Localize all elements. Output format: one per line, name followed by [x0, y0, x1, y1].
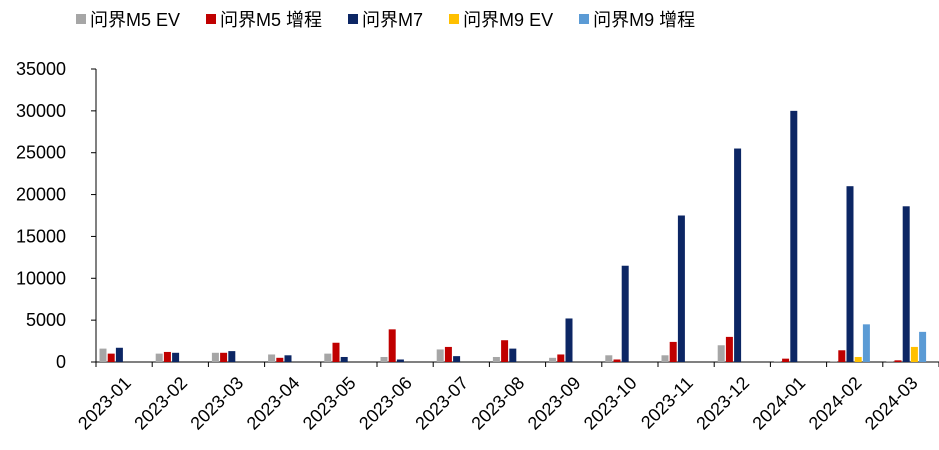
bar — [228, 351, 236, 362]
legend-swatch — [579, 14, 590, 24]
x-tick-label: 2023-03 — [186, 373, 247, 434]
bar — [211, 352, 219, 362]
legend-item: 问界M9 EV — [449, 6, 553, 32]
x-tick-label: 2023-10 — [580, 373, 641, 434]
bar — [436, 349, 444, 362]
bar — [886, 361, 894, 362]
bar — [919, 331, 927, 362]
bar — [846, 186, 854, 362]
legend-label: 问界M5 增程 — [220, 10, 323, 30]
bar — [332, 342, 340, 362]
legend-item: 问界M7 — [348, 6, 423, 32]
legend-label: 问界M7 — [362, 10, 424, 30]
bar — [163, 351, 171, 362]
legend-label: 问界M9 EV — [463, 10, 554, 30]
y-tick-label: 10000 — [16, 268, 66, 288]
y-tick-label: 15000 — [16, 226, 66, 246]
bar — [276, 357, 284, 362]
bar — [107, 353, 115, 362]
x-tick-label: 2023-04 — [243, 373, 304, 434]
bar — [444, 346, 452, 362]
y-tick-label: 5000 — [26, 310, 66, 330]
x-tick-label: 2024-02 — [805, 373, 866, 434]
legend-label: 问界M9 增程 — [593, 10, 696, 30]
bar — [902, 206, 910, 362]
bar — [509, 348, 517, 362]
bar — [396, 359, 404, 362]
bar — [661, 355, 669, 362]
bar — [284, 355, 292, 362]
bar — [669, 341, 677, 362]
x-tick-label: 2023-01 — [74, 373, 135, 434]
y-tick-label: 0 — [56, 352, 66, 372]
legend-label: 问界M5 EV — [90, 10, 181, 30]
bar — [380, 356, 388, 362]
y-tick-label: 25000 — [16, 143, 66, 163]
bar — [501, 340, 509, 362]
y-tick-label: 35000 — [16, 59, 66, 79]
bar — [725, 336, 733, 362]
x-tick-label: 2024-01 — [748, 373, 809, 434]
legend-item: 问界M5 EV — [76, 6, 180, 32]
bar — [854, 356, 862, 362]
x-tick-label: 2023-02 — [130, 373, 191, 434]
x-tick-label: 2024-03 — [861, 373, 922, 434]
bar — [453, 356, 461, 362]
bar — [613, 359, 621, 362]
x-tick-label: 2023-11 — [637, 373, 697, 433]
bar — [268, 354, 276, 362]
bar — [677, 215, 685, 362]
bar — [734, 148, 742, 362]
bar — [621, 265, 629, 362]
x-tick-label: 2023-06 — [355, 373, 416, 434]
bar — [894, 360, 902, 362]
bar — [790, 110, 798, 362]
bar — [492, 356, 500, 362]
x-tick-label: 2023-05 — [299, 373, 360, 434]
x-tick-label: 2023-09 — [524, 373, 585, 434]
bar — [99, 348, 107, 362]
bar — [605, 355, 613, 362]
bar — [324, 353, 332, 362]
legend-swatch — [449, 14, 460, 24]
bar — [549, 357, 557, 362]
x-tick-label: 2023-07 — [411, 373, 472, 434]
bar — [565, 318, 573, 362]
bar — [340, 356, 348, 362]
legend-swatch — [206, 14, 217, 24]
bar — [838, 350, 846, 362]
bar — [115, 347, 123, 362]
bar — [773, 361, 781, 362]
x-tick-label: 2023-08 — [467, 373, 528, 434]
bar — [830, 361, 838, 362]
x-tick-label: 2023-12 — [692, 373, 753, 434]
bar — [782, 358, 790, 362]
legend: 问界M5 EV 问界M5 增程 问界M7 问界M9 EV 问界M9 增程 — [76, 6, 721, 32]
y-tick-label: 20000 — [16, 185, 66, 205]
legend-swatch — [76, 14, 86, 24]
y-tick-label: 30000 — [16, 101, 66, 121]
bar — [862, 324, 870, 362]
bar — [155, 353, 163, 362]
bar — [220, 352, 228, 362]
bar — [388, 329, 396, 362]
legend-item: 问界M9 增程 — [579, 6, 695, 32]
bar — [557, 354, 565, 362]
bar — [717, 345, 725, 362]
bar — [172, 352, 180, 362]
legend-swatch — [348, 14, 359, 24]
legend-item: 问界M5 增程 — [206, 6, 322, 32]
bar — [910, 346, 918, 362]
